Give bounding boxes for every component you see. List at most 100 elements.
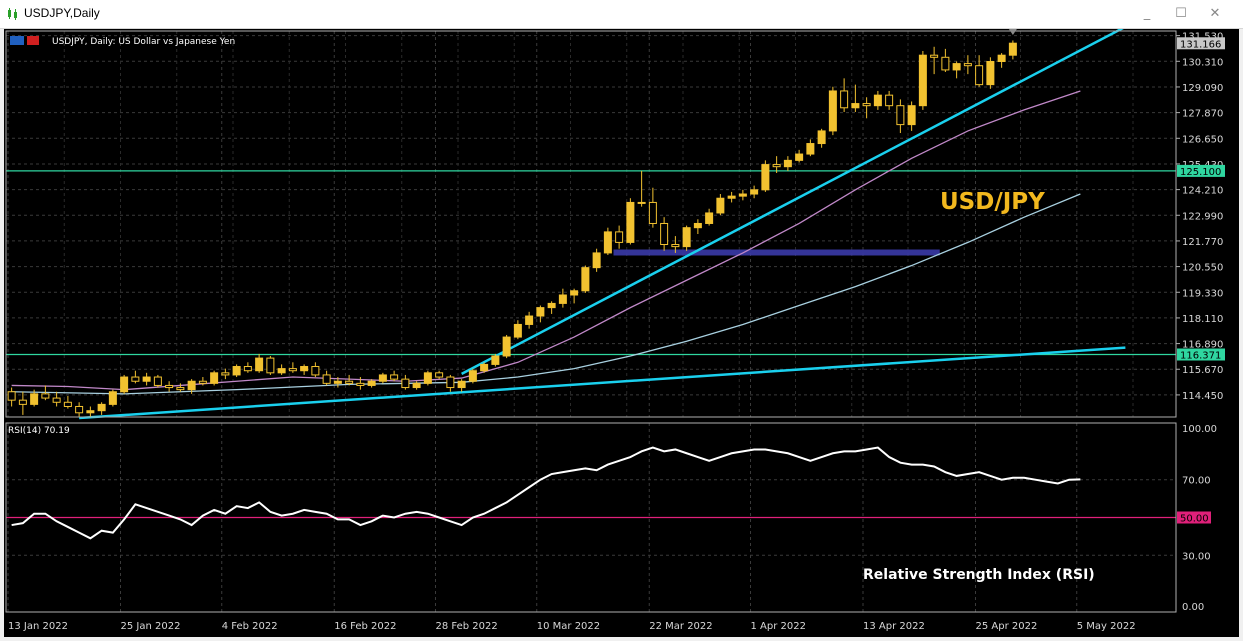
candle <box>918 50 927 110</box>
candle-body <box>783 159 792 168</box>
candle <box>547 301 556 314</box>
candle-body <box>1008 42 1017 56</box>
candle-body <box>446 376 455 389</box>
maximize-button[interactable]: ☐ <box>1175 6 1187 21</box>
x-tick-label: 1 Apr 2022 <box>751 621 806 632</box>
candle <box>131 370 140 384</box>
candle-body <box>671 244 680 248</box>
candle <box>187 379 196 394</box>
chart-area[interactable]: 131.530130.310129.090127.870126.650125.4… <box>4 25 1239 637</box>
candle <box>7 387 16 407</box>
price-tick-label: 130.310 <box>1182 57 1223 68</box>
chart-svg[interactable]: 131.530130.310129.090127.870126.650125.4… <box>4 25 1239 637</box>
candle <box>783 156 792 171</box>
candle <box>795 149 804 163</box>
candle-body <box>480 363 489 372</box>
x-tick-label: 5 May 2022 <box>1077 621 1136 632</box>
candle <box>390 370 399 382</box>
candle <box>941 48 950 73</box>
candle-body <box>795 153 804 161</box>
close-button[interactable]: ✕ <box>1209 6 1221 21</box>
level-price-label: 116.371 <box>1180 351 1221 362</box>
candle-body <box>333 380 342 384</box>
candle <box>660 217 669 251</box>
price-tick-label: 116.890 <box>1182 340 1223 351</box>
candle-body <box>491 355 500 365</box>
minimize-button[interactable]: _ <box>1143 6 1151 21</box>
candle <box>975 55 984 87</box>
candle <box>255 353 264 373</box>
candle <box>840 78 849 112</box>
candle <box>277 364 286 375</box>
candle-body <box>30 393 39 405</box>
moving-average-line <box>11 90 1081 391</box>
candle <box>243 362 252 373</box>
candle-body <box>63 401 72 407</box>
candle-body <box>210 372 219 384</box>
candle <box>41 385 50 401</box>
candle-body <box>750 189 759 195</box>
candle <box>963 55 972 75</box>
candle-body <box>716 197 725 214</box>
candle <box>153 374 162 388</box>
candle-body <box>435 372 444 378</box>
candle <box>671 236 680 253</box>
candle <box>513 320 522 340</box>
candle-body <box>502 336 511 357</box>
x-tick-label: 25 Apr 2022 <box>976 621 1038 632</box>
candle-body <box>311 366 320 376</box>
price-tick-label: 118.110 <box>1182 314 1223 325</box>
rsi-tick-label: 30.00 <box>1182 551 1211 562</box>
candle-body <box>288 368 297 372</box>
rsi-level-badge <box>1177 511 1211 524</box>
candle-body <box>930 54 939 58</box>
candle <box>626 198 635 245</box>
price-tick-label: 115.670 <box>1182 365 1223 376</box>
grid <box>6 31 1176 612</box>
candle <box>311 362 320 378</box>
candle-body <box>18 399 27 405</box>
candle <box>603 227 612 256</box>
candle-body <box>412 382 421 389</box>
candle-body <box>615 231 624 243</box>
candle-body <box>378 374 387 382</box>
candle <box>108 389 117 407</box>
candle <box>198 377 207 386</box>
candle <box>930 46 939 75</box>
level-price-badge <box>1177 348 1225 361</box>
candle <box>536 305 545 323</box>
rsi-tick-label: 0.00 <box>1182 602 1204 613</box>
candle <box>525 311 534 329</box>
candle-body <box>513 323 522 338</box>
chart-header: USDJPY, Daily: US Dollar vs Japanese Yen <box>52 37 235 47</box>
candle <box>570 288 579 304</box>
candle-body <box>986 61 995 86</box>
candle <box>63 395 72 409</box>
candle <box>727 191 736 203</box>
candle <box>896 99 905 134</box>
candle <box>828 86 837 136</box>
axes: 131.530130.310129.090127.870126.650125.4… <box>5 29 1225 632</box>
candle-body <box>176 387 185 391</box>
candle <box>772 156 781 173</box>
candle-body <box>198 380 207 384</box>
candle-body <box>75 405 84 414</box>
candle-body <box>952 63 961 71</box>
candle <box>435 370 444 380</box>
candle <box>761 160 770 192</box>
candle-body <box>637 201 646 204</box>
x-tick-label: 28 Feb 2022 <box>436 621 498 632</box>
candle <box>333 377 342 388</box>
x-tick-label: 22 Mar 2022 <box>649 621 712 632</box>
candle-body <box>727 195 736 199</box>
candle <box>97 402 106 415</box>
candle-body <box>243 366 252 372</box>
candle <box>817 128 826 148</box>
candle <box>693 219 702 234</box>
candle-body <box>592 252 601 269</box>
candle-body <box>322 374 331 384</box>
candle <box>221 368 230 380</box>
rsi-annotation: Relative Strength Index (RSI) <box>863 567 1095 583</box>
candle <box>885 90 894 110</box>
candle <box>581 265 590 293</box>
